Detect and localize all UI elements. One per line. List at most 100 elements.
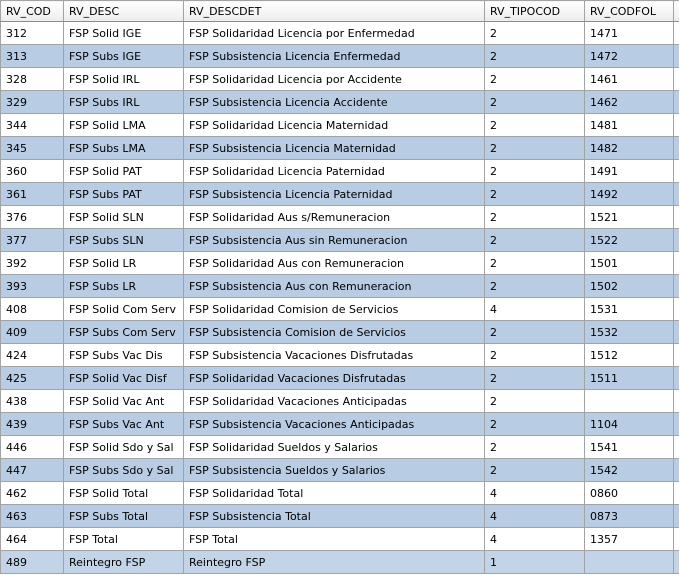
cell[interactable]: FSP Subsistencia Aus con Remuneracion <box>183 274 485 298</box>
cell[interactable]: 2 <box>484 228 585 252</box>
cell[interactable]: 2 <box>484 320 585 344</box>
cell[interactable]: FSP Solidaridad Licencia Paternidad <box>183 159 485 183</box>
cell[interactable]: FSP Solid IRL <box>63 67 184 91</box>
cell[interactable]: 2 <box>484 458 585 482</box>
cell[interactable]: FSP Subsistencia Aus sin Remuneracion <box>183 228 485 252</box>
cell[interactable]: FSP Subs Sdo y Sal <box>63 458 184 482</box>
cell[interactable]: 329 <box>0 90 64 114</box>
cell[interactable]: FSP Subsistencia Licencia Enfermedad <box>183 44 485 68</box>
table-row[interactable]: 425 FSP Solid Vac Disf FSP Solidaridad Vac… <box>0 366 679 390</box>
cell[interactable]: 2 <box>484 366 585 390</box>
cell[interactable]: 2 <box>484 67 585 91</box>
cell[interactable]: Reintegro FSP <box>63 550 184 574</box>
cell[interactable]: FSP Solid LMA <box>63 113 184 137</box>
cell[interactable]: 2 <box>484 159 585 183</box>
table-row[interactable]: 328 FSP Solid IRL FSP Solidaridad Licencia… <box>0 67 679 91</box>
cell[interactable]: 1461 <box>584 67 674 91</box>
table-row[interactable]: 447 FSP Subs Sdo y Sal FSP Subsistencia Su… <box>0 458 679 482</box>
cell[interactable]: 4 <box>484 527 585 551</box>
cell[interactable]: FSP Subs IGE <box>63 44 184 68</box>
cell[interactable]: FSP Solid PAT <box>63 159 184 183</box>
cell[interactable]: 0860 <box>584 481 674 505</box>
cell[interactable]: 1512 <box>584 343 674 367</box>
cell[interactable]: 0873 <box>584 504 674 528</box>
cell[interactable]: FSP Subs LR <box>63 274 184 298</box>
cell[interactable]: 446 <box>0 435 64 459</box>
table-row[interactable]: 344 FSP Solid LMA FSP Solidaridad Licencia… <box>0 113 679 137</box>
cell[interactable]: 1501 <box>584 251 674 275</box>
cell[interactable]: FSP Subsistencia Sueldos y Salarios <box>183 458 485 482</box>
table-row[interactable]: 424 FSP Subs Vac Dis FSP Subsistencia Vaca… <box>0 343 679 367</box>
cell[interactable]: FSP Solidaridad Comision de Servicios <box>183 297 485 321</box>
cell[interactable]: 439 <box>0 412 64 436</box>
cell[interactable]: 424 <box>0 343 64 367</box>
table-row[interactable]: 313 FSP Subs IGE FSP Subsistencia Licencia… <box>0 44 679 68</box>
cell[interactable]: FSP Solidaridad Aus s/Remuneracion <box>183 205 485 229</box>
cell[interactable]: 425 <box>0 366 64 390</box>
cell[interactable]: 1541 <box>584 435 674 459</box>
cell[interactable]: 2 <box>484 389 585 413</box>
column-header[interactable]: RV_CODFOL <box>584 0 674 22</box>
cell[interactable]: 1511 <box>584 366 674 390</box>
cell[interactable]: FSP Solidaridad Vacaciones Anticipadas <box>183 389 485 413</box>
cell[interactable]: FSP Subs IRL <box>63 90 184 114</box>
table-row[interactable]: 345 FSP Subs LMA FSP Subsistencia Licencia… <box>0 136 679 160</box>
cell[interactable]: 2 <box>484 21 585 45</box>
cell[interactable]: FSP Solid LR <box>63 251 184 275</box>
cell[interactable]: 462 <box>0 481 64 505</box>
cell[interactable]: 328 <box>0 67 64 91</box>
cell[interactable]: FSP Subs Vac Dis <box>63 343 184 367</box>
cell[interactable]: FSP Solidaridad Vacaciones Disfrutadas <box>183 366 485 390</box>
cell[interactable]: FSP Subsistencia Vacaciones Anticipadas <box>183 412 485 436</box>
table-row[interactable]: 462 FSP Solid Total FSP Solidaridad Total 4… <box>0 481 679 505</box>
table-row[interactable]: 446 FSP Solid Sdo y Sal FSP Solidaridad Su… <box>0 435 679 459</box>
cell[interactable]: FSP Subs Com Serv <box>63 320 184 344</box>
table-row[interactable]: 464 FSP Total FSP Total 4 1357 <box>0 527 679 551</box>
cell[interactable]: FSP Subsistencia Total <box>183 504 485 528</box>
cell[interactable]: 393 <box>0 274 64 298</box>
cell[interactable]: 1 <box>484 550 585 574</box>
cell[interactable]: 1104 <box>584 412 674 436</box>
cell[interactable]: 447 <box>0 458 64 482</box>
table-row[interactable]: 408 FSP Solid Com Serv FSP Solidaridad Com… <box>0 297 679 321</box>
cell[interactable]: 2 <box>484 44 585 68</box>
cell[interactable]: 1471 <box>584 21 674 45</box>
cell[interactable]: 361 <box>0 182 64 206</box>
cell[interactable] <box>584 389 674 413</box>
cell[interactable]: FSP Subsistencia Vacaciones Disfrutadas <box>183 343 485 367</box>
cell[interactable]: FSP Subs Total <box>63 504 184 528</box>
cell[interactable]: 2 <box>484 412 585 436</box>
cell[interactable]: 1492 <box>584 182 674 206</box>
cell[interactable]: FSP Total <box>183 527 485 551</box>
cell[interactable]: 1542 <box>584 458 674 482</box>
cell[interactable]: 1482 <box>584 136 674 160</box>
column-header[interactable]: RV_DESC <box>63 0 184 22</box>
cell[interactable]: 392 <box>0 251 64 275</box>
cell[interactable]: 1357 <box>584 527 674 551</box>
cell[interactable]: 1472 <box>584 44 674 68</box>
cell[interactable]: FSP Subsistencia Licencia Paternidad <box>183 182 485 206</box>
table-row[interactable]: 329 FSP Subs IRL FSP Subsistencia Licencia… <box>0 90 679 114</box>
table-row[interactable]: 377 FSP Subs SLN FSP Subsistencia Aus sin … <box>0 228 679 252</box>
cell[interactable]: 2 <box>484 343 585 367</box>
column-header[interactable]: RV_DESCDET <box>183 0 485 22</box>
table-row[interactable]: 463 FSP Subs Total FSP Subsistencia Total 4… <box>0 504 679 528</box>
cell[interactable]: 463 <box>0 504 64 528</box>
cell[interactable] <box>584 550 674 574</box>
table-row[interactable]: 392 FSP Solid LR FSP Solidaridad Aus con R… <box>0 251 679 275</box>
table-row[interactable]: 439 FSP Subs Vac Ant FSP Subsistencia Vaca… <box>0 412 679 436</box>
cell[interactable]: 2 <box>484 182 585 206</box>
cell[interactable]: 1531 <box>584 297 674 321</box>
cell[interactable]: 377 <box>0 228 64 252</box>
table-row[interactable]: 393 FSP Subs LR FSP Subsistencia Aus con R… <box>0 274 679 298</box>
cell[interactable]: FSP Solidaridad Licencia por Accidente <box>183 67 485 91</box>
table-row[interactable]: 438 FSP Solid Vac Ant FSP Solidaridad Vaca… <box>0 389 679 413</box>
cell[interactable]: 2 <box>484 136 585 160</box>
cell[interactable]: FSP Solidaridad Licencia por Enfermedad <box>183 21 485 45</box>
cell[interactable]: FSP Subs Vac Ant <box>63 412 184 436</box>
cell[interactable]: 4 <box>484 481 585 505</box>
cell[interactable]: FSP Subsistencia Comision de Servicios <box>183 320 485 344</box>
cell[interactable]: FSP Solid IGE <box>63 21 184 45</box>
table-row[interactable]: 409 FSP Subs Com Serv FSP Subsistencia Com… <box>0 320 679 344</box>
cell[interactable]: 2 <box>484 113 585 137</box>
